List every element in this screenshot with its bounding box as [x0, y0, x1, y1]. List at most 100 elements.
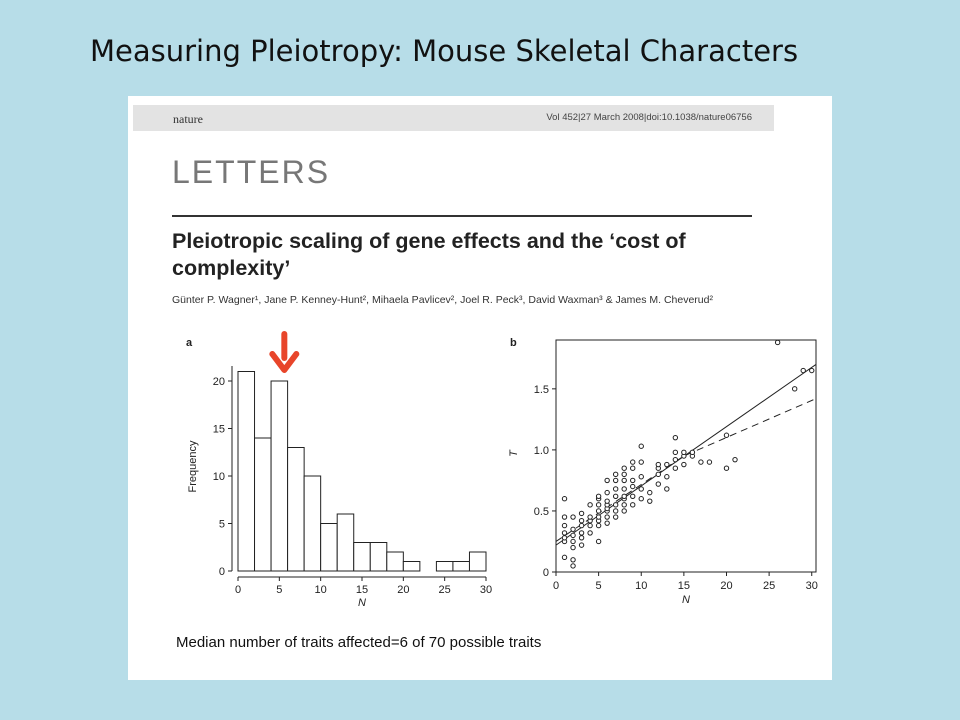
scatter-point	[774, 339, 781, 346]
scatter-point	[664, 474, 670, 480]
x-tick-label: 30	[480, 584, 492, 596]
scatter-point	[647, 489, 653, 496]
scatter-point	[621, 502, 627, 508]
scatter-point	[595, 508, 602, 514]
scatter-point	[664, 461, 670, 468]
scatter-point	[570, 514, 576, 520]
y-tick-label: 10	[213, 471, 225, 483]
scatter-point	[698, 459, 704, 465]
down-arrow-icon	[269, 331, 300, 373]
histogram-chart: a 0 5 10 15 20 0 5 10 15 20 25 30 N Frequency	[186, 331, 492, 609]
scatter-point	[664, 486, 670, 492]
scatter-point	[621, 465, 627, 471]
scatter-point	[672, 449, 679, 456]
scatter-point	[612, 502, 619, 508]
scatter-point	[595, 538, 602, 545]
scatter-point	[570, 538, 576, 545]
scatter-point	[595, 522, 602, 529]
panel-label: b	[510, 337, 517, 349]
scatter-point	[578, 542, 585, 548]
journal-header: nature Vol 452|27 March 2008|doi:10.1038…	[133, 105, 774, 131]
scatter-point	[612, 493, 619, 499]
x-tick-label: 25	[763, 580, 775, 592]
scatter-point	[655, 481, 661, 487]
title-rule	[172, 215, 752, 217]
scatter-point	[647, 498, 653, 504]
scatter-point	[612, 508, 619, 514]
x-tick-label: 15	[356, 584, 368, 596]
x-tick-label: 0	[553, 580, 559, 592]
x-tick-label: 5	[276, 584, 282, 596]
scatter-point	[630, 502, 636, 508]
figure-caption: Median number of traits affected=6 of 70…	[176, 634, 542, 651]
scatter-point	[604, 514, 610, 520]
x-tick-label: 10	[315, 584, 327, 596]
scatter-point	[630, 483, 636, 490]
scatter-point	[612, 486, 619, 492]
scatter-point	[630, 493, 636, 499]
scatter-point	[681, 449, 687, 456]
plot-frame	[555, 339, 817, 573]
journal-name: nature	[173, 112, 203, 126]
y-tick-label: 0	[543, 567, 549, 579]
x-axis-label: N	[358, 597, 366, 609]
scatter-point	[561, 554, 568, 561]
scatter-point	[621, 493, 627, 499]
scatter-point	[630, 465, 636, 471]
scatter-point	[732, 456, 738, 463]
paper-excerpt: nature Vol 452|27 March 2008|doi:10.1038…	[128, 96, 832, 680]
scatter-point	[561, 496, 568, 502]
scatter-point	[621, 508, 627, 514]
scatter-point	[570, 544, 576, 551]
scatter-point	[800, 367, 806, 374]
scatter-point	[570, 532, 576, 539]
x-tick-label: 30	[806, 580, 818, 592]
scatter-point	[570, 526, 576, 532]
x-tick-label: 20	[397, 584, 409, 596]
scatter-point	[587, 522, 593, 529]
slide-title: Measuring Pleiotropy: Mouse Skeletal Cha…	[90, 34, 799, 68]
scatter-point	[638, 496, 644, 502]
scatter-point	[578, 518, 585, 524]
scatter-point	[604, 489, 610, 496]
scatter-point	[587, 514, 593, 520]
scatter-point	[578, 535, 585, 541]
scatter-point	[561, 535, 568, 541]
scatter-point	[672, 434, 679, 441]
panel-label: a	[186, 337, 193, 349]
scatter-point	[621, 486, 627, 492]
scatter-point	[604, 477, 610, 484]
section-label: LETTERS	[172, 154, 331, 190]
scatter-point	[578, 510, 585, 517]
x-tick-label: 15	[678, 580, 690, 592]
y-tick-label: 1.0	[534, 445, 549, 457]
scatter-point	[723, 465, 730, 471]
y-tick-label: 15	[213, 424, 225, 436]
scatter-point	[578, 522, 585, 529]
scatter-point	[612, 471, 619, 478]
author-list: Günter P. Wagner¹, Jane P. Kenney-Hunt²,…	[172, 294, 713, 306]
scatter-point	[621, 471, 627, 478]
histogram-bar	[402, 561, 421, 572]
histogram-bar	[468, 551, 487, 572]
y-tick-label: 20	[213, 376, 225, 388]
y-tick-label: 5	[219, 519, 225, 531]
x-tick-label: 5	[596, 580, 602, 592]
scatter-point	[595, 514, 602, 520]
scatter-point	[595, 493, 602, 499]
scatter-point	[638, 474, 644, 480]
y-axis-label: T	[508, 449, 520, 457]
y-tick-label: 1.5	[534, 384, 549, 396]
scatter-point	[604, 520, 610, 526]
y-tick-label: 0.5	[534, 506, 549, 518]
scatter-point	[655, 471, 661, 478]
scatter-point	[621, 477, 627, 484]
dashed-fit-line	[555, 398, 817, 542]
scatter-point	[723, 432, 730, 438]
scatter-point	[595, 502, 602, 508]
scatter-point	[638, 459, 644, 465]
scatter-point	[630, 459, 636, 465]
scatter-point	[638, 486, 644, 492]
scatter-point	[809, 367, 815, 374]
scatter-point	[612, 477, 619, 484]
